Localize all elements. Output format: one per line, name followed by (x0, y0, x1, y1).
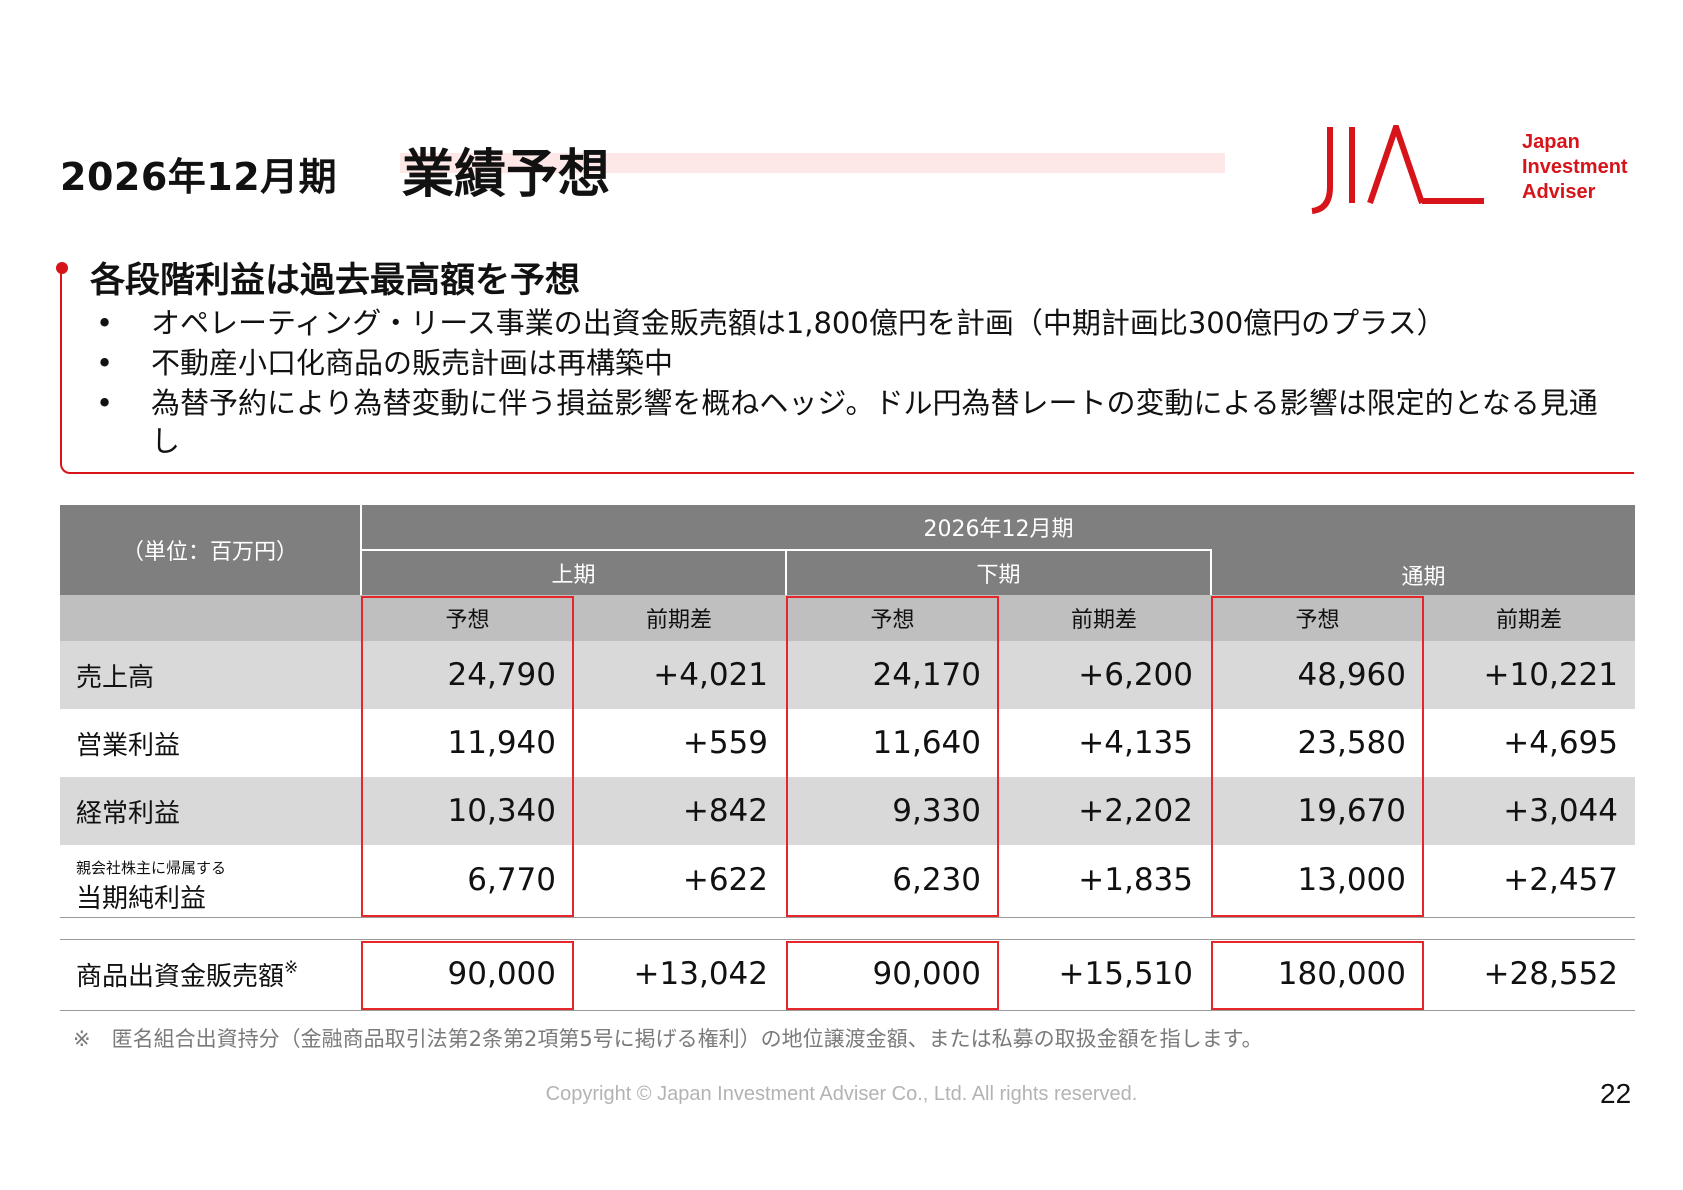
subheader-forecast: 予想 (870, 608, 915, 633)
table-cell: 23,580 (1297, 725, 1406, 761)
subheader-forecast: 予想 (445, 608, 490, 633)
table-divider (60, 1010, 1635, 1011)
row-label-text: 商品出資金販売額 (76, 961, 285, 992)
summary-marker-dot (56, 262, 68, 274)
table-cell: 180,000 (1277, 956, 1406, 992)
summary-frame (60, 270, 1634, 474)
table-cell: +559 (682, 725, 768, 761)
subheader-yoy: 前期差 (1070, 608, 1137, 633)
page-title: 業績予想 (402, 145, 611, 205)
subheader-row (60, 595, 1635, 641)
bullet-marker: • (96, 346, 114, 380)
table-cell: 48,960 (1297, 657, 1406, 693)
table-cell: +15,510 (1058, 956, 1193, 992)
bullet-marker: • (96, 306, 114, 340)
logo-text-line: Investment (1522, 156, 1628, 178)
header-divider (360, 505, 362, 595)
header-divider (785, 551, 787, 595)
table-cell: +4,021 (653, 657, 768, 693)
company-logo (1311, 125, 1484, 214)
row-label-note: 親会社株主に帰属する (76, 859, 227, 877)
table-cell: 11,640 (872, 725, 981, 761)
logo-letter-j (1311, 127, 1333, 214)
header-divider (1210, 551, 1212, 595)
footnote: ※ 匿名組合出資持分（金融商品取引法第2条第2項第5号に掲げる権利）の地位譲渡金… (73, 1027, 1263, 1051)
row-label-net-sales: 売上高 (76, 662, 155, 693)
half-header-full-year: 通期 (1212, 549, 1635, 595)
copyright: Copyright © Japan Investment Adviser Co.… (545, 1083, 1138, 1105)
bullet-marker: • (96, 386, 114, 420)
logo-letter-a (1367, 125, 1425, 204)
subheader-forecast: 予想 (1295, 608, 1340, 633)
footnote-mark: ※ (284, 958, 299, 978)
table-cell: +2,202 (1078, 793, 1193, 829)
table-cell: +4,135 (1078, 725, 1193, 761)
table-divider (60, 939, 1635, 940)
table-cell: 10,340 (447, 793, 556, 829)
row-label-operating-profit: 営業利益 (76, 730, 181, 761)
table-cell: 9,330 (892, 793, 981, 829)
row-label-ordinary-profit: 経常利益 (76, 798, 181, 829)
unit-label: （単位：百万円） (60, 505, 360, 595)
table-cell: 90,000 (872, 956, 981, 992)
table-cell: +3,044 (1503, 793, 1618, 829)
row-label-sales-volume: 商品出資金販売額 ※ (60, 940, 360, 1008)
table-cell: 6,230 (892, 862, 981, 898)
title-underline-band (400, 153, 1225, 173)
table-row-bg (60, 777, 1635, 845)
table-cell: +28,552 (1483, 956, 1618, 992)
header-divider (362, 549, 1210, 551)
row-label-net-income: 当期純利益 (76, 884, 207, 914)
table-cell: +4,695 (1503, 725, 1618, 761)
half-header-first: 上期 (362, 551, 785, 595)
table-row-bg (60, 641, 1635, 709)
table-cell: 24,790 (447, 657, 556, 693)
table-divider (60, 917, 1635, 918)
table-cell: 6,770 (467, 862, 556, 898)
bullet-text: オペレーティング・リース事業の出資金販売額は1,800億円を計画（中期計画比30… (151, 306, 1446, 340)
table-cell: 11,940 (447, 725, 556, 761)
logo-text-line: Adviser (1522, 181, 1596, 203)
table-cell: +6,200 (1078, 657, 1193, 693)
half-header-second: 下期 (787, 551, 1210, 595)
logo-text: Japan Investment Adviser (1522, 130, 1628, 205)
table-cell: 19,670 (1297, 793, 1406, 829)
table-cell: 24,170 (872, 657, 981, 693)
bullet-text: 不動産小口化商品の販売計画は再構築中 (151, 346, 674, 380)
title-period: 2026年12月期 (60, 155, 338, 199)
bullet-text: 為替予約により為替変動に伴う損益影響を概ねヘッジ。ドル円為替レートの変動による影… (151, 386, 1598, 458)
logo-text-line: Japan (1522, 131, 1580, 153)
table-cell: 13,000 (1297, 862, 1406, 898)
subheader-yoy: 前期差 (645, 608, 712, 633)
table-cell: +13,042 (633, 956, 768, 992)
subheader-yoy: 前期差 (1495, 608, 1562, 633)
page-number: 22 (1600, 1078, 1632, 1109)
table-cell: 90,000 (447, 956, 556, 992)
table-cell: +10,221 (1483, 657, 1618, 693)
table-cell: +2,457 (1503, 862, 1618, 898)
table-cell: +842 (682, 793, 768, 829)
fiscal-period-header: 2026年12月期 (362, 505, 1635, 549)
summary-heading: 各段階利益は過去最高額を予想 (90, 261, 581, 301)
table-cell: +622 (682, 862, 768, 898)
table-cell: +1,835 (1078, 862, 1193, 898)
